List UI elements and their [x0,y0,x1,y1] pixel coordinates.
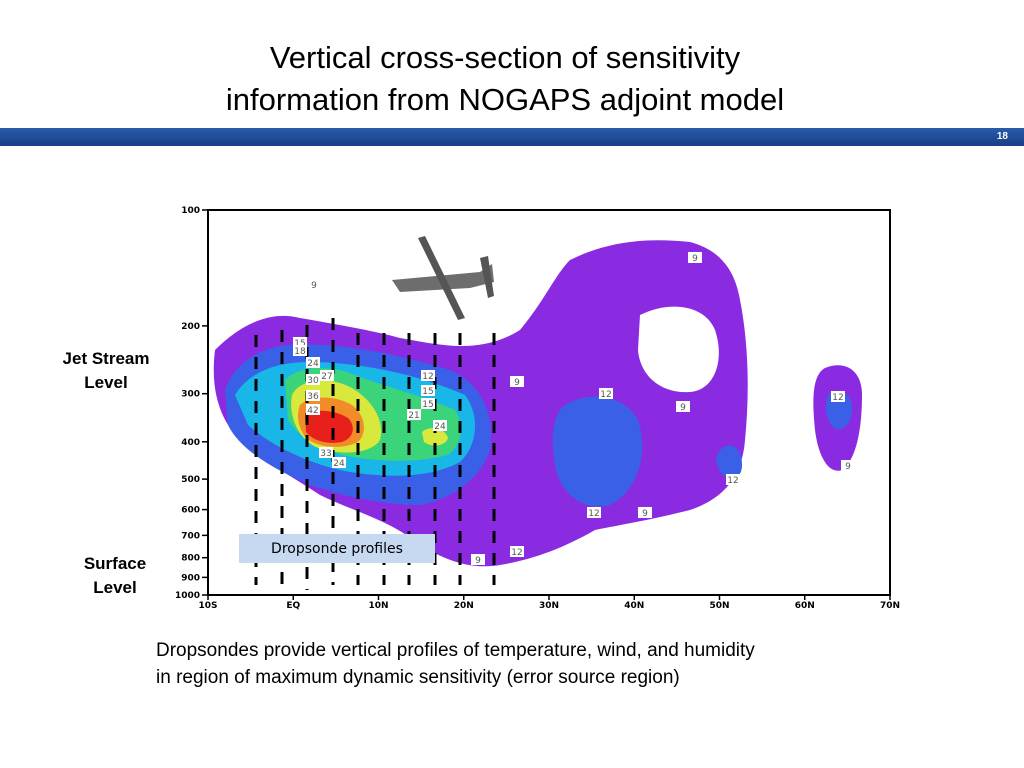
x-tick-label: 50N [709,601,729,611]
contour-label-bg [407,409,421,420]
contour-label-bg [421,370,435,381]
x-tick-label: 10S [198,601,217,611]
contour-label-bg [510,546,524,557]
y-tick-label: 500 [181,475,200,485]
contour-region [422,428,448,446]
y-tick-label: 200 [181,322,200,332]
x-tick-label: 60N [795,601,815,611]
x-tick-label: EQ [286,601,300,611]
contour-label: 9 [475,556,481,566]
contour-label: 12 [727,476,738,486]
aircraft [392,236,494,320]
wing [418,236,465,320]
y-tick-label: 100 [181,206,200,216]
y-tick-label: 400 [181,438,200,448]
y-tick-label: 300 [181,390,200,400]
contour-label-bg [433,420,447,431]
contour-label: 24 [434,422,446,432]
contour-label-bg [306,404,320,415]
y-tick-label: 800 [181,554,200,564]
contour-region [552,396,643,507]
contour-label: 18 [294,347,306,357]
label-line: Surface [83,554,147,573]
contour-label-bg [319,447,333,458]
contour-label-bg [638,507,652,518]
contour-label-bg [831,391,845,402]
contour-region [716,445,742,479]
contour-label-bg [320,370,334,381]
label-line: Level [93,578,137,597]
contour-label: 9 [692,254,698,264]
header-band [0,128,1024,146]
contour-label-bg [293,345,307,356]
contour-label-bg [307,279,321,290]
contour-label: 12 [511,548,522,558]
contour-label: 42 [307,406,318,416]
contour-label: 27 [321,372,332,382]
title-line: Vertical cross-section of sensitivity [269,40,741,75]
x-tick-label: 20N [454,601,474,611]
y-tick-label: 700 [181,531,200,541]
contour-label: 21 [408,411,419,421]
contour-label: 12 [832,393,843,403]
contour-label: 12 [600,390,611,400]
contour-label-bg [293,337,307,348]
contour-label: 15 [422,387,433,397]
contour-label: 30 [307,376,319,386]
contour-label-bg [726,474,740,485]
contour-label: 9 [311,281,317,291]
contour-label-bg [676,401,690,412]
contour-region [305,410,353,443]
contour-label: 24 [307,359,319,369]
contour-label: 33 [320,449,331,459]
contour-label: 12 [588,509,599,519]
contour-hole [638,306,719,393]
contour-label: 9 [642,509,648,519]
x-tick-label: 70N [880,601,900,611]
contour-label: 9 [845,462,851,472]
y-tick-label: 1000 [175,591,200,601]
contour-label-bg [599,388,613,399]
surface-label: Surface Level [65,552,165,600]
label-line: Jet Stream [62,349,150,368]
contour-label-bg [841,460,855,471]
jet-stream-label: Jet Stream Level [56,347,156,395]
contour-label: 15 [422,400,433,410]
contour-label-bg [688,252,702,263]
y-tick-label: 600 [181,506,200,516]
contour-label-bg [587,507,601,518]
contour-label-bg [306,390,320,401]
contour-label-bg [306,357,320,368]
tailplane [480,256,494,298]
contour-label-bg [332,457,346,468]
figure: Dropsonde profiles 100 200 300 400 500 600 700… [175,206,900,611]
caption-line: in region of maximum dynamic sensitivity… [156,667,680,688]
contour-label-bg [421,398,435,409]
callout-text: Dropsonde profiles [271,541,403,557]
contour-label-bg [510,376,524,387]
contour-label: 24 [333,459,345,469]
y-tick-label: 900 [181,573,200,583]
contour-label-bg [471,554,485,565]
contour-label: 9 [514,378,520,388]
label-line: Level [84,373,128,392]
x-tick-label: 30N [539,601,559,611]
contour-label: 9 [680,403,686,413]
title-line: information from NOGAPS adjoint model [225,82,785,117]
page-number: 18 [996,131,1008,142]
caption-line: Dropsondes provide vertical profiles of … [156,640,755,661]
contour-label-bg [421,385,435,396]
contour-label-bg [306,374,320,385]
contour-label: 12 [422,372,433,382]
contour-label: 36 [307,392,319,402]
x-tick-label: 40N [624,601,644,611]
x-tick-label: 10N [368,601,388,611]
callout-box [239,534,435,563]
contour-label: 15 [294,339,305,349]
